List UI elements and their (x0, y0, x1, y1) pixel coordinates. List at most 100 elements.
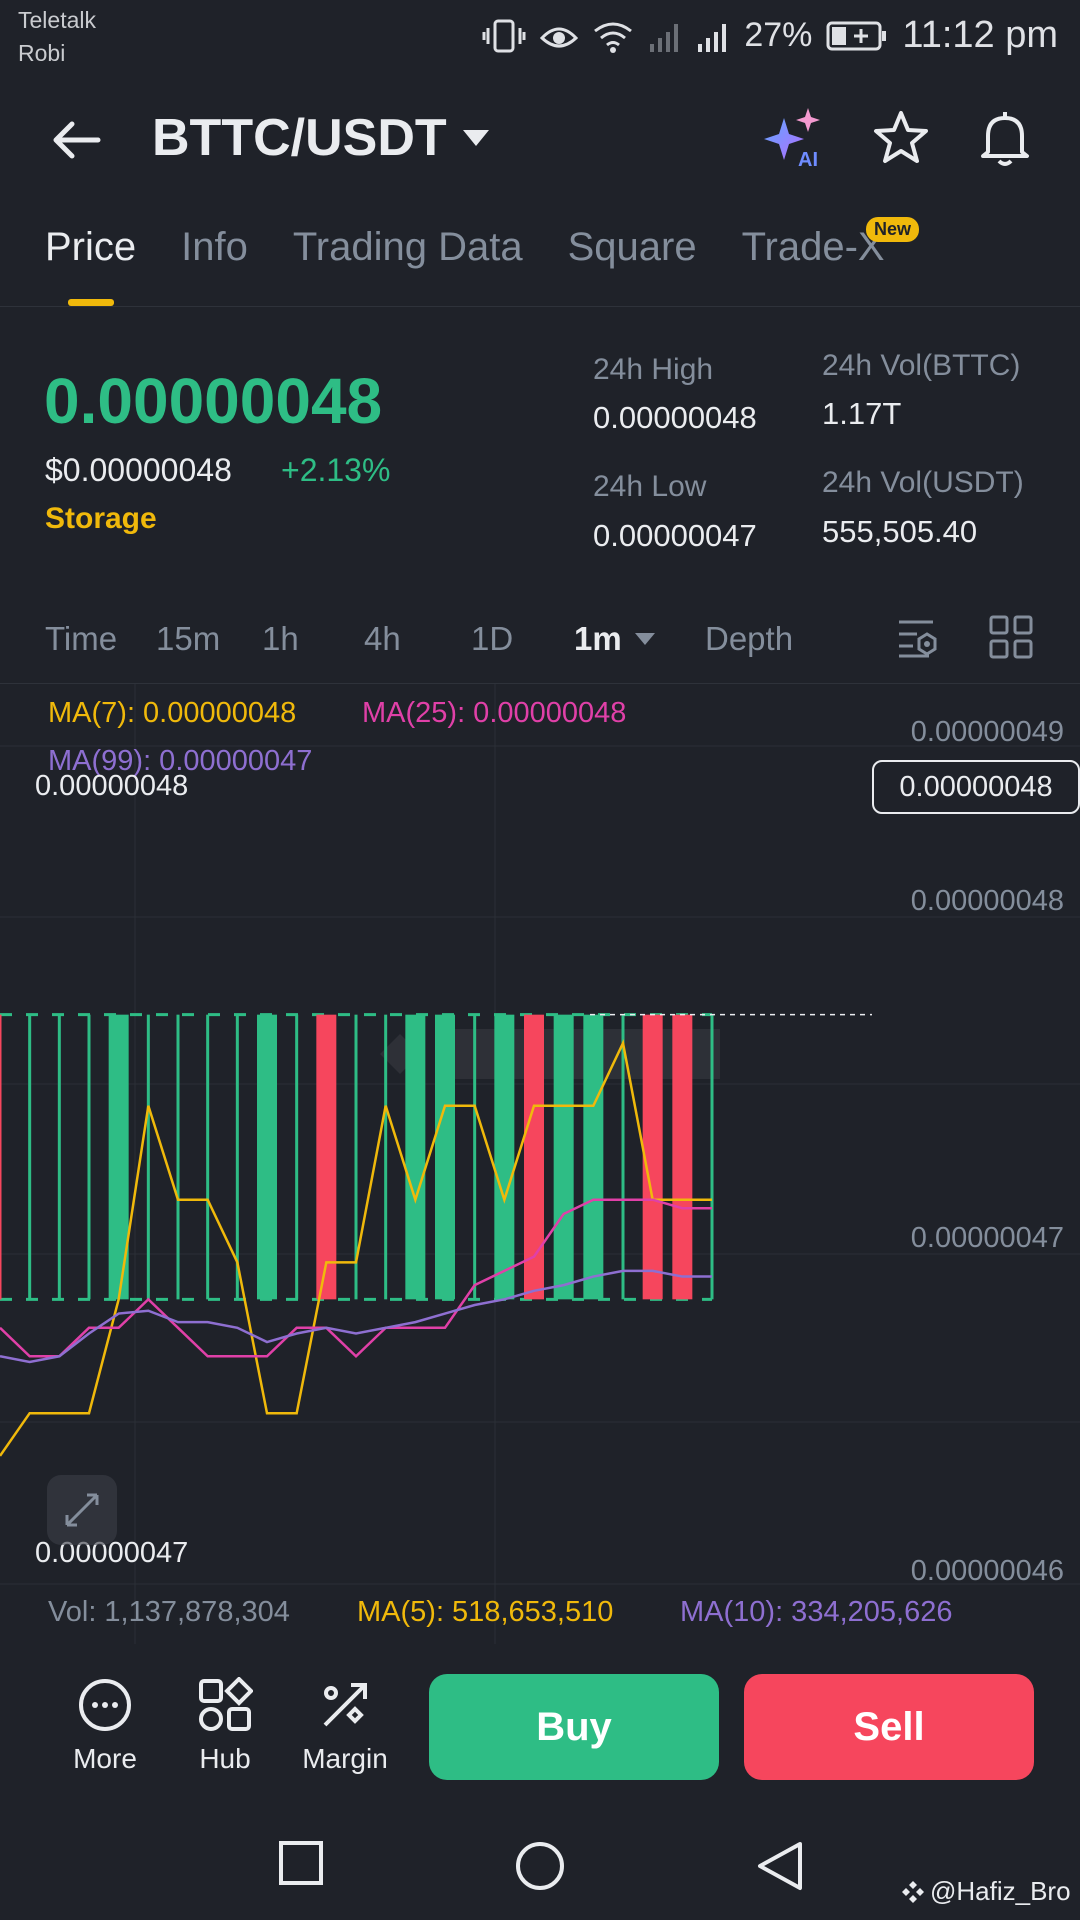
expand-icon (65, 1493, 99, 1527)
candle (354, 1014, 358, 1300)
candle (295, 1014, 299, 1300)
status-icons: 27% 11:12 pm (482, 14, 1058, 57)
candle (672, 1014, 693, 1300)
vol-quote-value: 555,505.40 (822, 514, 978, 549)
svg-text:AI: AI (798, 149, 818, 170)
volume-legend: Vol: 1,137,878,304 (48, 1596, 290, 1628)
candle (435, 1014, 455, 1300)
tf-1h[interactable]: 1h (262, 620, 299, 657)
ma-lines (0, 1039, 712, 1457)
chart-high-label: 0.00000048 (35, 770, 189, 802)
y-axis-label: 0.00000047 (910, 1222, 1064, 1254)
vol-base-label: 24h Vol(BTTC) (822, 349, 1021, 382)
sell-button[interactable]: Sell (744, 1674, 1034, 1780)
hub-label: Hub (199, 1743, 251, 1774)
y-axis-label: 0.00000049 (910, 716, 1064, 748)
candle (553, 1014, 574, 1300)
candle (316, 1014, 337, 1300)
star-icon[interactable] (870, 108, 932, 170)
watermark-text: @Hafiz_Bro (930, 1876, 1071, 1906)
candle (257, 1014, 277, 1300)
candle (146, 1014, 150, 1300)
back-arrow-icon[interactable] (48, 112, 104, 168)
eye-icon (540, 27, 579, 47)
tab-bar: Price Info Trading Data Square Trade-X (45, 225, 885, 270)
vol-quote-label: 24h Vol(USDT) (822, 466, 1024, 499)
tf-1m[interactable]: 1m (574, 620, 656, 658)
battery-icon (826, 21, 887, 50)
ma25-line (0, 1198, 712, 1358)
candlestick-chart[interactable] (0, 684, 1080, 1644)
divider (0, 683, 1080, 684)
high-value: 0.00000048 (593, 400, 757, 435)
last-price: 0.00000048 (44, 365, 383, 437)
signal-icon (650, 23, 679, 52)
tab-square[interactable]: Square (567, 225, 697, 269)
candle (87, 1014, 91, 1300)
candle (621, 1014, 625, 1300)
buy-button[interactable]: Buy (429, 1674, 719, 1780)
ai-sparkle-icon[interactable]: AI (764, 108, 826, 170)
candle (494, 1014, 515, 1300)
chevron-down-icon (634, 633, 655, 645)
divider (0, 306, 1080, 307)
low-value: 0.00000047 (593, 518, 757, 553)
candle (473, 1014, 477, 1300)
tab-trade-x[interactable]: Trade-X (741, 225, 885, 269)
tab-trading-data[interactable]: Trading Data (292, 225, 523, 269)
fullscreen-button[interactable] (47, 1475, 117, 1545)
active-tab-indicator (68, 299, 114, 306)
high-label: 24h High (593, 353, 714, 386)
home-icon[interactable] (514, 1840, 566, 1892)
candle (28, 1014, 32, 1300)
pair-selector[interactable]: BTTC/USDT (152, 108, 491, 168)
ma7-line (0, 1039, 712, 1457)
tab-info[interactable]: Info (181, 225, 248, 269)
margin-button[interactable]: Margin (295, 1677, 395, 1775)
candle (108, 1014, 129, 1300)
tab-price[interactable]: Price (45, 225, 137, 269)
hub-button[interactable]: Hub (175, 1677, 275, 1775)
low-label: 24h Low (593, 470, 707, 503)
vol-ma10-legend: MA(10): 334,205,626 (680, 1596, 953, 1628)
tf-1d[interactable]: 1D (471, 620, 514, 657)
tf-15m[interactable]: 15m (156, 620, 221, 657)
recent-apps-icon[interactable] (278, 1840, 324, 1886)
ma25-legend: MA(25): 0.00000048 (362, 697, 627, 729)
binance-logo-icon (902, 1880, 924, 1903)
carrier-name-2: Robi (18, 40, 66, 66)
layout-grid-icon[interactable] (988, 614, 1034, 660)
candle (405, 1014, 426, 1300)
candle (176, 1014, 180, 1300)
tf-time[interactable]: Time (45, 620, 118, 657)
indicator-settings-icon[interactable] (895, 614, 941, 660)
pair-title: BTTC/USDT (152, 109, 447, 167)
price-change: +2.13% (281, 452, 391, 488)
binance-watermark (380, 1029, 720, 1079)
candle (206, 1014, 210, 1300)
margin-icon (323, 1683, 367, 1727)
vol-base-value: 1.17T (822, 396, 902, 431)
tf-4h[interactable]: 4h (364, 620, 401, 657)
y-axis-label: 0.00000046 (910, 1555, 1064, 1587)
vibrate-icon (482, 19, 526, 52)
back-nav-icon[interactable] (756, 1840, 804, 1892)
category-tag[interactable]: Storage (45, 502, 157, 535)
usd-price: $0.00000048 (45, 452, 232, 488)
y-axis-label: 0.00000048 (910, 885, 1064, 917)
candle (57, 1014, 61, 1300)
bell-icon[interactable] (974, 108, 1036, 170)
tf-depth[interactable]: Depth (705, 620, 794, 657)
ma99-legend: MA(99): 0.00000047 (48, 745, 313, 777)
candle (710, 1014, 714, 1300)
chevron-down-icon (462, 130, 489, 146)
candles (0, 1013, 714, 1301)
candle (235, 1014, 239, 1300)
candle (0, 1014, 2, 1300)
battery-percent: 27% (744, 16, 813, 54)
tf-1m-label: 1m (574, 620, 622, 657)
wifi-icon (594, 22, 633, 53)
signal-icon-2 (698, 23, 727, 52)
more-icon (79, 1679, 131, 1731)
more-button[interactable]: More (55, 1677, 155, 1775)
